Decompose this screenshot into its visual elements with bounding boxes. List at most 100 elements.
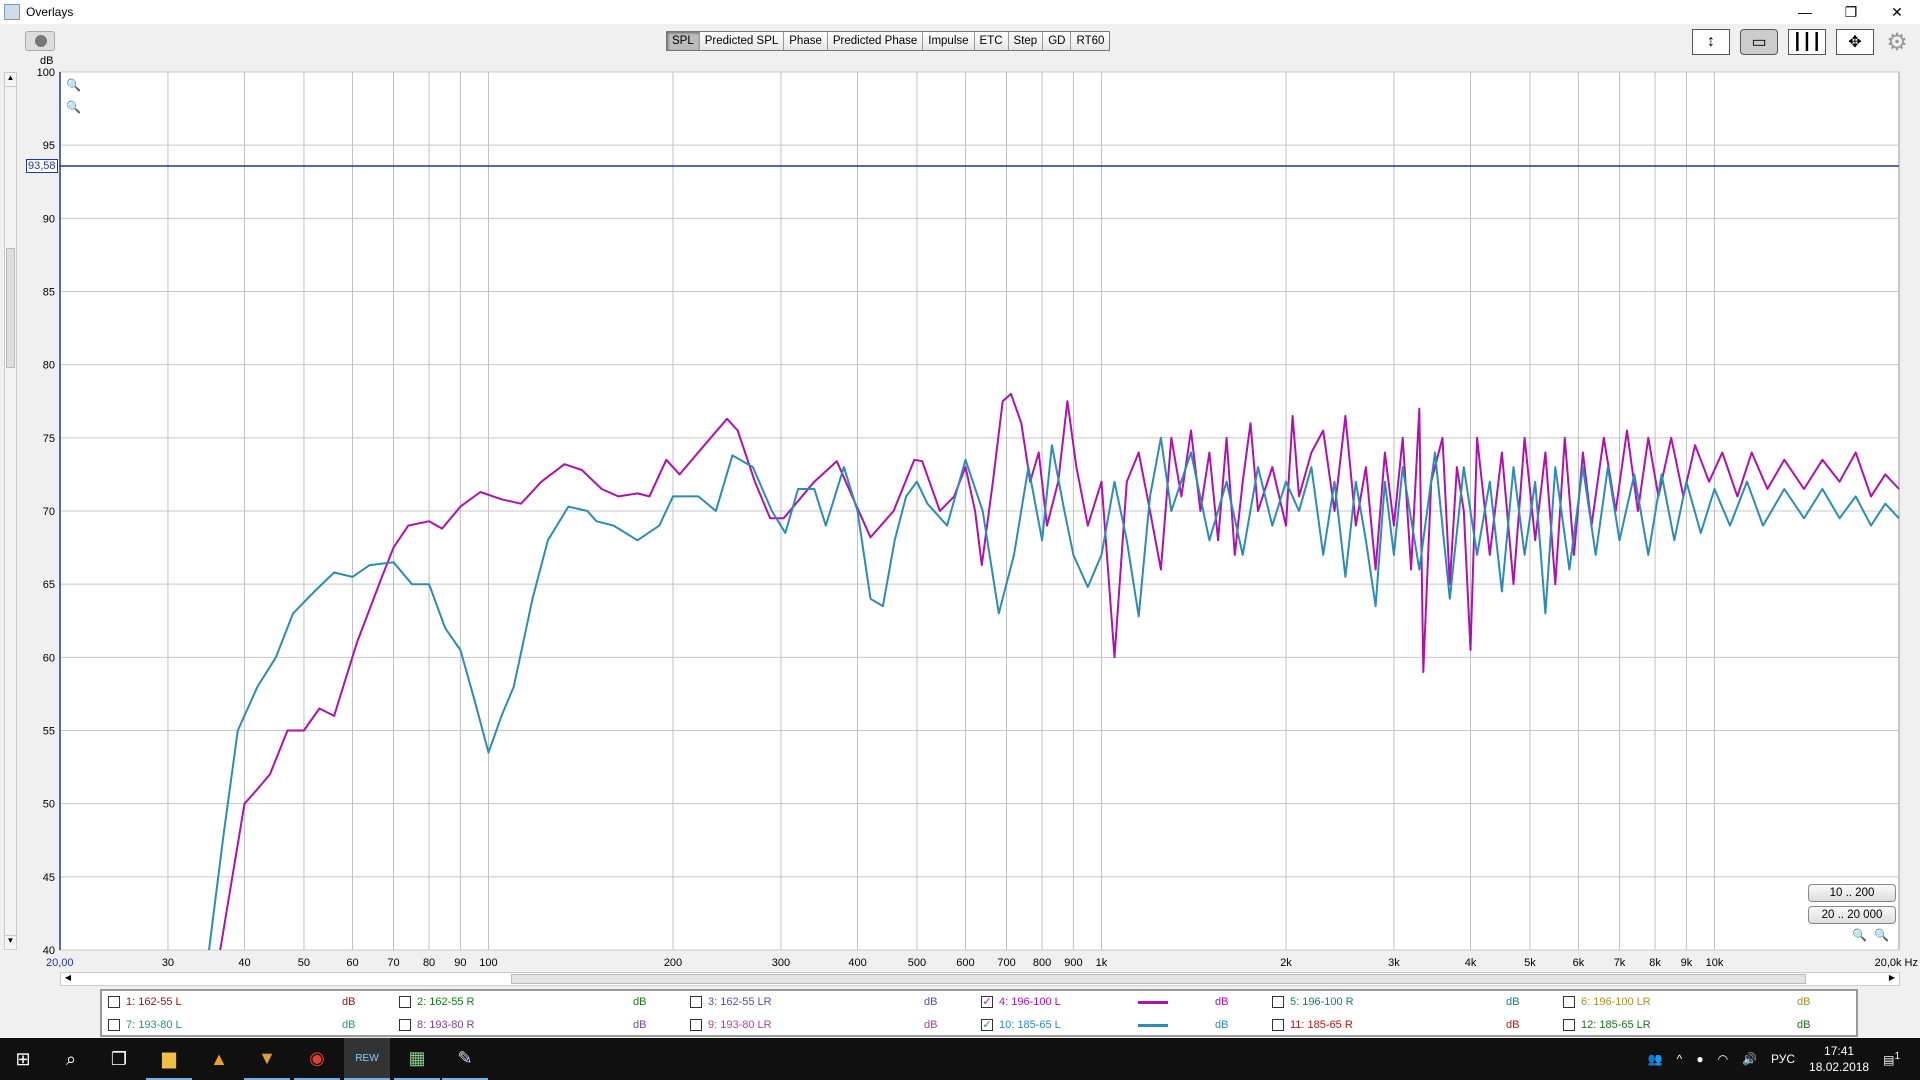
- pan-zoom-icon[interactable]: ✥: [1836, 29, 1874, 55]
- search-icon[interactable]: ⌕: [65, 1048, 77, 1069]
- legend-checkbox[interactable]: [690, 1019, 702, 1031]
- legend-label[interactable]: 2: 162-55 R: [417, 996, 475, 1008]
- series-line-2: [208, 436, 1900, 951]
- x-end-label: 20,0k Hz: [1875, 957, 1918, 969]
- scroll-thumb[interactable]: [511, 974, 1806, 984]
- legend-swatch[interactable]: [1138, 1001, 1168, 1004]
- legend-item: 2: 162-55 R: [399, 992, 474, 1012]
- rew-icon[interactable]: REW: [344, 1038, 390, 1080]
- file-explorer-icon[interactable]: ▆: [146, 1038, 192, 1080]
- legend-checkbox[interactable]: [399, 1019, 411, 1031]
- zoom-in-icon[interactable]: 🔍: [66, 78, 81, 92]
- task-view-icon[interactable]: ❐: [110, 1048, 128, 1069]
- wifi-icon[interactable]: ◠: [1717, 1052, 1729, 1066]
- x-tick-label: 7k: [1614, 957, 1626, 969]
- legend-checkbox[interactable]: [1272, 996, 1284, 1008]
- legend-swatch[interactable]: [1138, 1024, 1168, 1027]
- scroll-left-button[interactable]: ◀: [64, 973, 72, 982]
- legend-checkbox[interactable]: [1272, 1019, 1284, 1031]
- vertical-scrollbar[interactable]: ▲ ▼: [4, 72, 17, 950]
- app-icon: [4, 4, 20, 20]
- restore-button[interactable]: ❐: [1844, 3, 1858, 20]
- y-unit-label: dB: [40, 55, 54, 67]
- legend-checkbox[interactable]: ✓: [981, 996, 993, 1008]
- legend-label[interactable]: 1: 162-55 L: [126, 996, 182, 1008]
- tab-predicted-spl[interactable]: Predicted SPL: [699, 32, 785, 50]
- tray-app-icon[interactable]: ●: [1696, 1052, 1704, 1066]
- legend-label[interactable]: 9: 193-80 LR: [708, 1019, 772, 1031]
- x-tick-label: 30: [162, 957, 174, 969]
- gear-icon[interactable]: ⚙: [1886, 28, 1908, 56]
- legend-label[interactable]: 6: 196-100 LR: [1581, 996, 1651, 1008]
- x-tick-label: 9k: [1681, 957, 1693, 969]
- legend-unit: dB: [1215, 1019, 1229, 1031]
- legend-label[interactable]: 7: 193-80 L: [126, 1019, 182, 1031]
- legend-unit: dB: [633, 1019, 647, 1031]
- tab-step[interactable]: Step: [1008, 32, 1044, 50]
- notification-count: 1: [1894, 1051, 1900, 1062]
- legend-label[interactable]: 12: 185-65 LR: [1581, 1019, 1651, 1031]
- range-20-20000-button[interactable]: 20 .. 20 000: [1808, 906, 1896, 924]
- people-icon[interactable]: 👥: [1647, 1052, 1663, 1066]
- tab-predicted-phase[interactable]: Predicted Phase: [827, 32, 924, 50]
- scroll-right-button[interactable]: ▶: [1888, 973, 1896, 982]
- limits-icon[interactable]: ▭: [1740, 29, 1778, 55]
- x-zoom-in-icon[interactable]: 🔍: [1874, 928, 1889, 942]
- x-tick-label: 2k: [1280, 957, 1292, 969]
- legend-label[interactable]: 8: 193-80 R: [417, 1019, 475, 1031]
- tab-gd[interactable]: GD: [1043, 32, 1072, 50]
- paint-icon[interactable]: ✎: [442, 1038, 488, 1080]
- tab-rt60[interactable]: RT60: [1071, 32, 1110, 50]
- legend-label[interactable]: 4: 196-100 L: [999, 996, 1061, 1008]
- close-button[interactable]: ✕: [1891, 3, 1903, 20]
- chrome-icon[interactable]: ◉: [294, 1038, 340, 1080]
- rew-label: REW: [355, 1052, 379, 1064]
- vertical-scale-icon[interactable]: ↕: [1692, 29, 1730, 55]
- grid-icon[interactable]: ┃┃┃: [1788, 29, 1826, 55]
- legend-checkbox[interactable]: [690, 996, 702, 1008]
- tab-etc[interactable]: ETC: [974, 32, 1009, 50]
- spl-chart[interactable]: 40 45 50 55 60 65 70 75 80 85 90 95 100 30 40 50 60 70 80 9…: [0, 60, 1920, 972]
- notifications-icon[interactable]: ▤1: [1883, 1051, 1900, 1067]
- y-tick-label: 70: [43, 506, 55, 518]
- x-tick-label: 10k: [1706, 957, 1724, 969]
- horizontal-scrollbar[interactable]: ◀ ▶: [60, 972, 1900, 986]
- tab-phase[interactable]: Phase: [784, 32, 828, 50]
- language-indicator[interactable]: РУС: [1771, 1052, 1796, 1066]
- x-tick-label: 100: [479, 957, 497, 969]
- legend-unit: dB: [1797, 1019, 1811, 1031]
- legend-item: 3: 162-55 LR: [690, 992, 772, 1012]
- legend-item: 11: 185-65 R: [1272, 1015, 1353, 1035]
- legend-unit: dB: [342, 1019, 356, 1031]
- legend-checkbox[interactable]: [1563, 996, 1575, 1008]
- legend-checkbox[interactable]: ✓: [981, 1019, 993, 1031]
- volume-icon[interactable]: 🔊: [1742, 1052, 1757, 1066]
- legend-label[interactable]: 3: 162-55 LR: [708, 996, 772, 1008]
- legend-checkbox[interactable]: [1563, 1019, 1575, 1031]
- scroll-up-button[interactable]: ▲: [5, 73, 16, 87]
- range-10-200-button[interactable]: 10 .. 200: [1808, 884, 1896, 902]
- scroll-down-button[interactable]: ▼: [5, 935, 16, 949]
- clock[interactable]: 17:41 18.02.2018: [1809, 1043, 1869, 1075]
- legend-item: 1: 162-55 L: [108, 992, 182, 1012]
- legend-checkbox[interactable]: [108, 996, 120, 1008]
- x-tick-label: 5k: [1524, 957, 1536, 969]
- legend-label[interactable]: 5: 196-100 R: [1290, 996, 1354, 1008]
- x-zoom-out-icon[interactable]: 🔍: [1852, 928, 1867, 942]
- start-icon[interactable]: ⊞: [15, 1048, 31, 1069]
- legend-label[interactable]: 11: 185-65 R: [1290, 1019, 1353, 1031]
- legend-label[interactable]: 10: 185-65 L: [999, 1019, 1061, 1031]
- zoom-out-icon[interactable]: 🔍: [66, 100, 81, 114]
- aimp-icon[interactable]: ▲: [210, 1048, 228, 1069]
- browser-icon[interactable]: ▼: [244, 1038, 290, 1080]
- legend-checkbox[interactable]: [108, 1019, 120, 1031]
- show-hidden-icon[interactable]: ^: [1676, 1052, 1683, 1066]
- scroll-thumb[interactable]: [6, 248, 15, 368]
- calculator-icon[interactable]: ▦: [394, 1038, 440, 1080]
- minimize-button[interactable]: —: [1798, 4, 1812, 20]
- tab-spl[interactable]: SPL: [667, 32, 700, 50]
- legend-checkbox[interactable]: [399, 996, 411, 1008]
- camera-icon[interactable]: [25, 31, 55, 51]
- cursor-value: 93,58: [26, 159, 58, 173]
- tab-impulse[interactable]: Impulse: [923, 32, 975, 50]
